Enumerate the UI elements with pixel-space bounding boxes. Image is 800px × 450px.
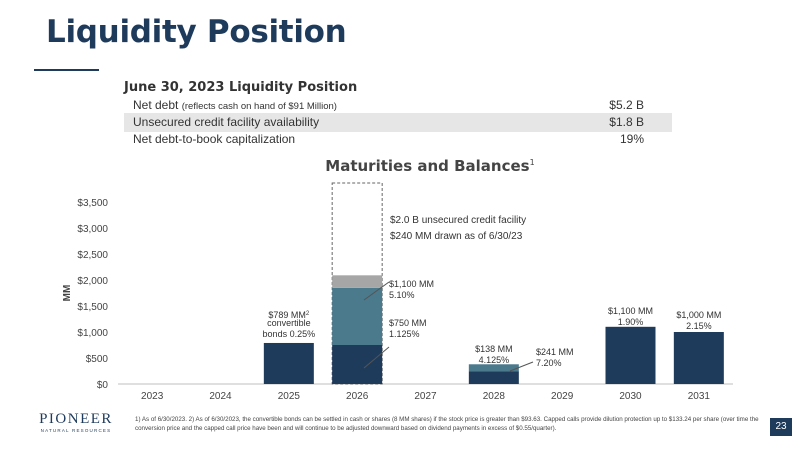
annotation-convertible-bonds: $789 MM2 convertible bonds 0.25% [263,310,316,339]
bar-senior-notes [263,342,314,384]
y-tick-label: $500 [86,354,109,365]
leader-line-1100-2026 [363,281,390,301]
company-logo: PIONEER NATURAL RESOURCES [30,411,122,433]
y-tick-label: $1,000 [77,328,108,339]
y-tick-label: $2,500 [77,250,108,261]
x-tick-label: 2031 [688,391,711,402]
chart-title: Maturities and Balances1 [0,157,800,175]
liquidity-row-label: Net debt [133,98,179,112]
liquidity-row-value: $5.2 B [609,98,644,112]
logo-subtitle: NATURAL RESOURCES [40,428,112,433]
liquidity-row-note: (reflects cash on hand of $91 Million) [181,101,337,112]
bar-credit-facility-drawn [332,275,383,288]
y-tick-label: $1,500 [77,302,108,313]
liquidity-row-debt-to-book: Net debt-to-book capitalization 19% [124,130,672,149]
x-tick-label: 2026 [346,391,369,402]
chart-title-text: Maturities and Balances [325,157,530,175]
maturities-chart: $0 $500 $1,000 $1,500 $2,000 $2,500 $3,000 $3,5… [62,182,733,402]
liquidity-row-value: $1.8 B [609,115,644,129]
page-number: 23 [770,418,792,436]
x-tick-label: 2029 [551,391,574,402]
y-axis-label: MM [62,285,73,302]
bar-senior-notes [332,345,383,384]
x-tick-label: 2025 [278,391,301,402]
x-tick-label: 2024 [209,391,232,402]
y-tick-label: $3,000 [77,224,108,235]
leader-line-750-2026 [363,346,390,369]
annotation-1000-2031: $1,000 MM 2.15% [676,310,721,331]
bar-senior-notes [468,371,519,384]
liquidity-row-label: Unsecured credit facility availability [133,115,320,129]
annotation-750-2026: $750 MM 1.125% [389,318,427,339]
page-title: Liquidity Position [46,14,347,50]
liquidity-row-value: 19% [619,132,644,146]
bar-senior-notes [605,326,656,384]
liquidity-row-label: Net debt-to-book capitalization [133,132,296,146]
x-tick-label: 2028 [483,391,506,402]
liquidity-row-net-debt: Net debt (reflects cash on hand of $91 M… [124,96,672,115]
chart-title-footnote: 1 [529,158,535,167]
bar-upper-notes [332,287,383,345]
y-tick-label: $0 [97,380,109,391]
liquidity-row-credit-facility: Unsecured credit facility availability $… [124,113,672,132]
y-tick-label: $2,000 [77,276,108,287]
x-tick-label: 2023 [141,391,164,402]
annotation-138-2028: $138 MM 4.125% [475,344,513,365]
title-underline [34,69,99,71]
liquidity-heading: June 30, 2023 Liquidity Position [124,80,358,95]
x-tick-label: 2030 [619,391,642,402]
annotation-1100-2030: $1,100 MM 1.90% [608,306,653,327]
bar-senior-notes [673,332,724,384]
annotation-credit-facility: $2.0 B unsecured credit facility $240 MM … [390,215,526,242]
logo-name: PIONEER [39,411,113,427]
footnote: 1) As of 6/30/2023. 2) As of 6/30/2023, … [135,416,759,432]
annotation-241-2028: $241 MM 7.20% [536,347,574,368]
y-tick-label: $3,500 [77,198,108,209]
bar-upper-notes [468,364,519,372]
x-tick-label: 2027 [414,391,437,402]
annotation-1100-2026: $1,100 MM 5.10% [389,279,434,300]
leader-line-241-2028 [509,361,534,372]
